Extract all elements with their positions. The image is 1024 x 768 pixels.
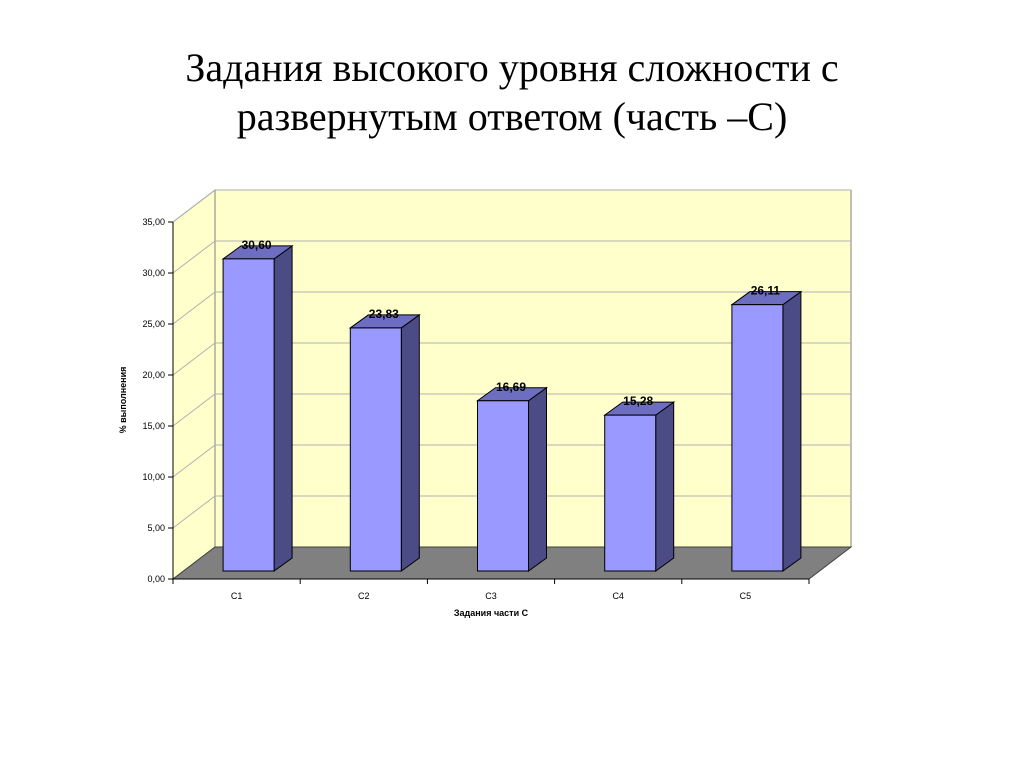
bar-side: [782, 290, 802, 572]
y-tick-label: 20,00: [142, 370, 165, 380]
slide-title-line-1: Задания высокого уровня сложности с: [185, 45, 839, 90]
bar-С2: [348, 313, 421, 572]
slide-title-line-2: развернутым ответом (часть –С): [236, 93, 788, 139]
bar-side: [655, 401, 675, 572]
x-axis-title: Задания части С: [454, 608, 529, 618]
y-axis-title: % выполнения: [118, 367, 128, 434]
y-tick-label: 35,00: [142, 217, 165, 227]
chart-gridline: [172, 291, 851, 325]
y-tick-label: 0,00: [147, 574, 165, 584]
chart-side-wall: [172, 188, 216, 581]
y-tick-label: 5,00: [147, 523, 165, 533]
chart-gridline: [172, 240, 851, 274]
bar-value-label: 26,11: [751, 284, 781, 298]
chart-labels: 0,00 5,00 10,00 15,00 20,00 25,00 30,00 35,00 30…: [142, 217, 780, 601]
bar-value-label: 30,60: [242, 238, 272, 252]
bar-С1: [221, 244, 294, 572]
bar-С5: [730, 290, 803, 572]
chart-gridline: [172, 189, 851, 223]
bar-front: [731, 304, 784, 572]
x-tick-label: С3: [485, 591, 497, 601]
slide-title: Задания высокого уровня сложности с разв…: [60, 44, 964, 142]
bar-front: [349, 327, 402, 572]
bar-side: [273, 244, 293, 572]
bar-side: [400, 313, 420, 572]
chart-gridline: [172, 393, 851, 427]
chart-axes: [168, 221, 810, 584]
y-tick-label: 25,00: [142, 319, 165, 329]
bar-value-label: 16,69: [496, 380, 526, 394]
x-tick-label: С5: [740, 591, 752, 601]
y-tick-label: 30,00: [142, 268, 165, 278]
x-tick-label: С1: [231, 591, 243, 601]
x-tick-label: С4: [612, 591, 624, 601]
x-tick-label: С2: [358, 591, 370, 601]
bar-front: [477, 400, 529, 572]
chart-gridline: [172, 342, 851, 376]
bar-С4: [603, 401, 676, 572]
bar-front: [222, 258, 275, 572]
bar-С3: [475, 386, 549, 572]
bar-side: [528, 386, 547, 572]
chart-bars: [221, 244, 803, 572]
bar-value-label: 15,28: [623, 394, 653, 408]
bar-value-label: 23,83: [369, 307, 399, 321]
y-tick-label: 10,00: [142, 472, 165, 482]
bar-front: [604, 414, 657, 572]
y-tick-label: 15,00: [142, 421, 165, 431]
